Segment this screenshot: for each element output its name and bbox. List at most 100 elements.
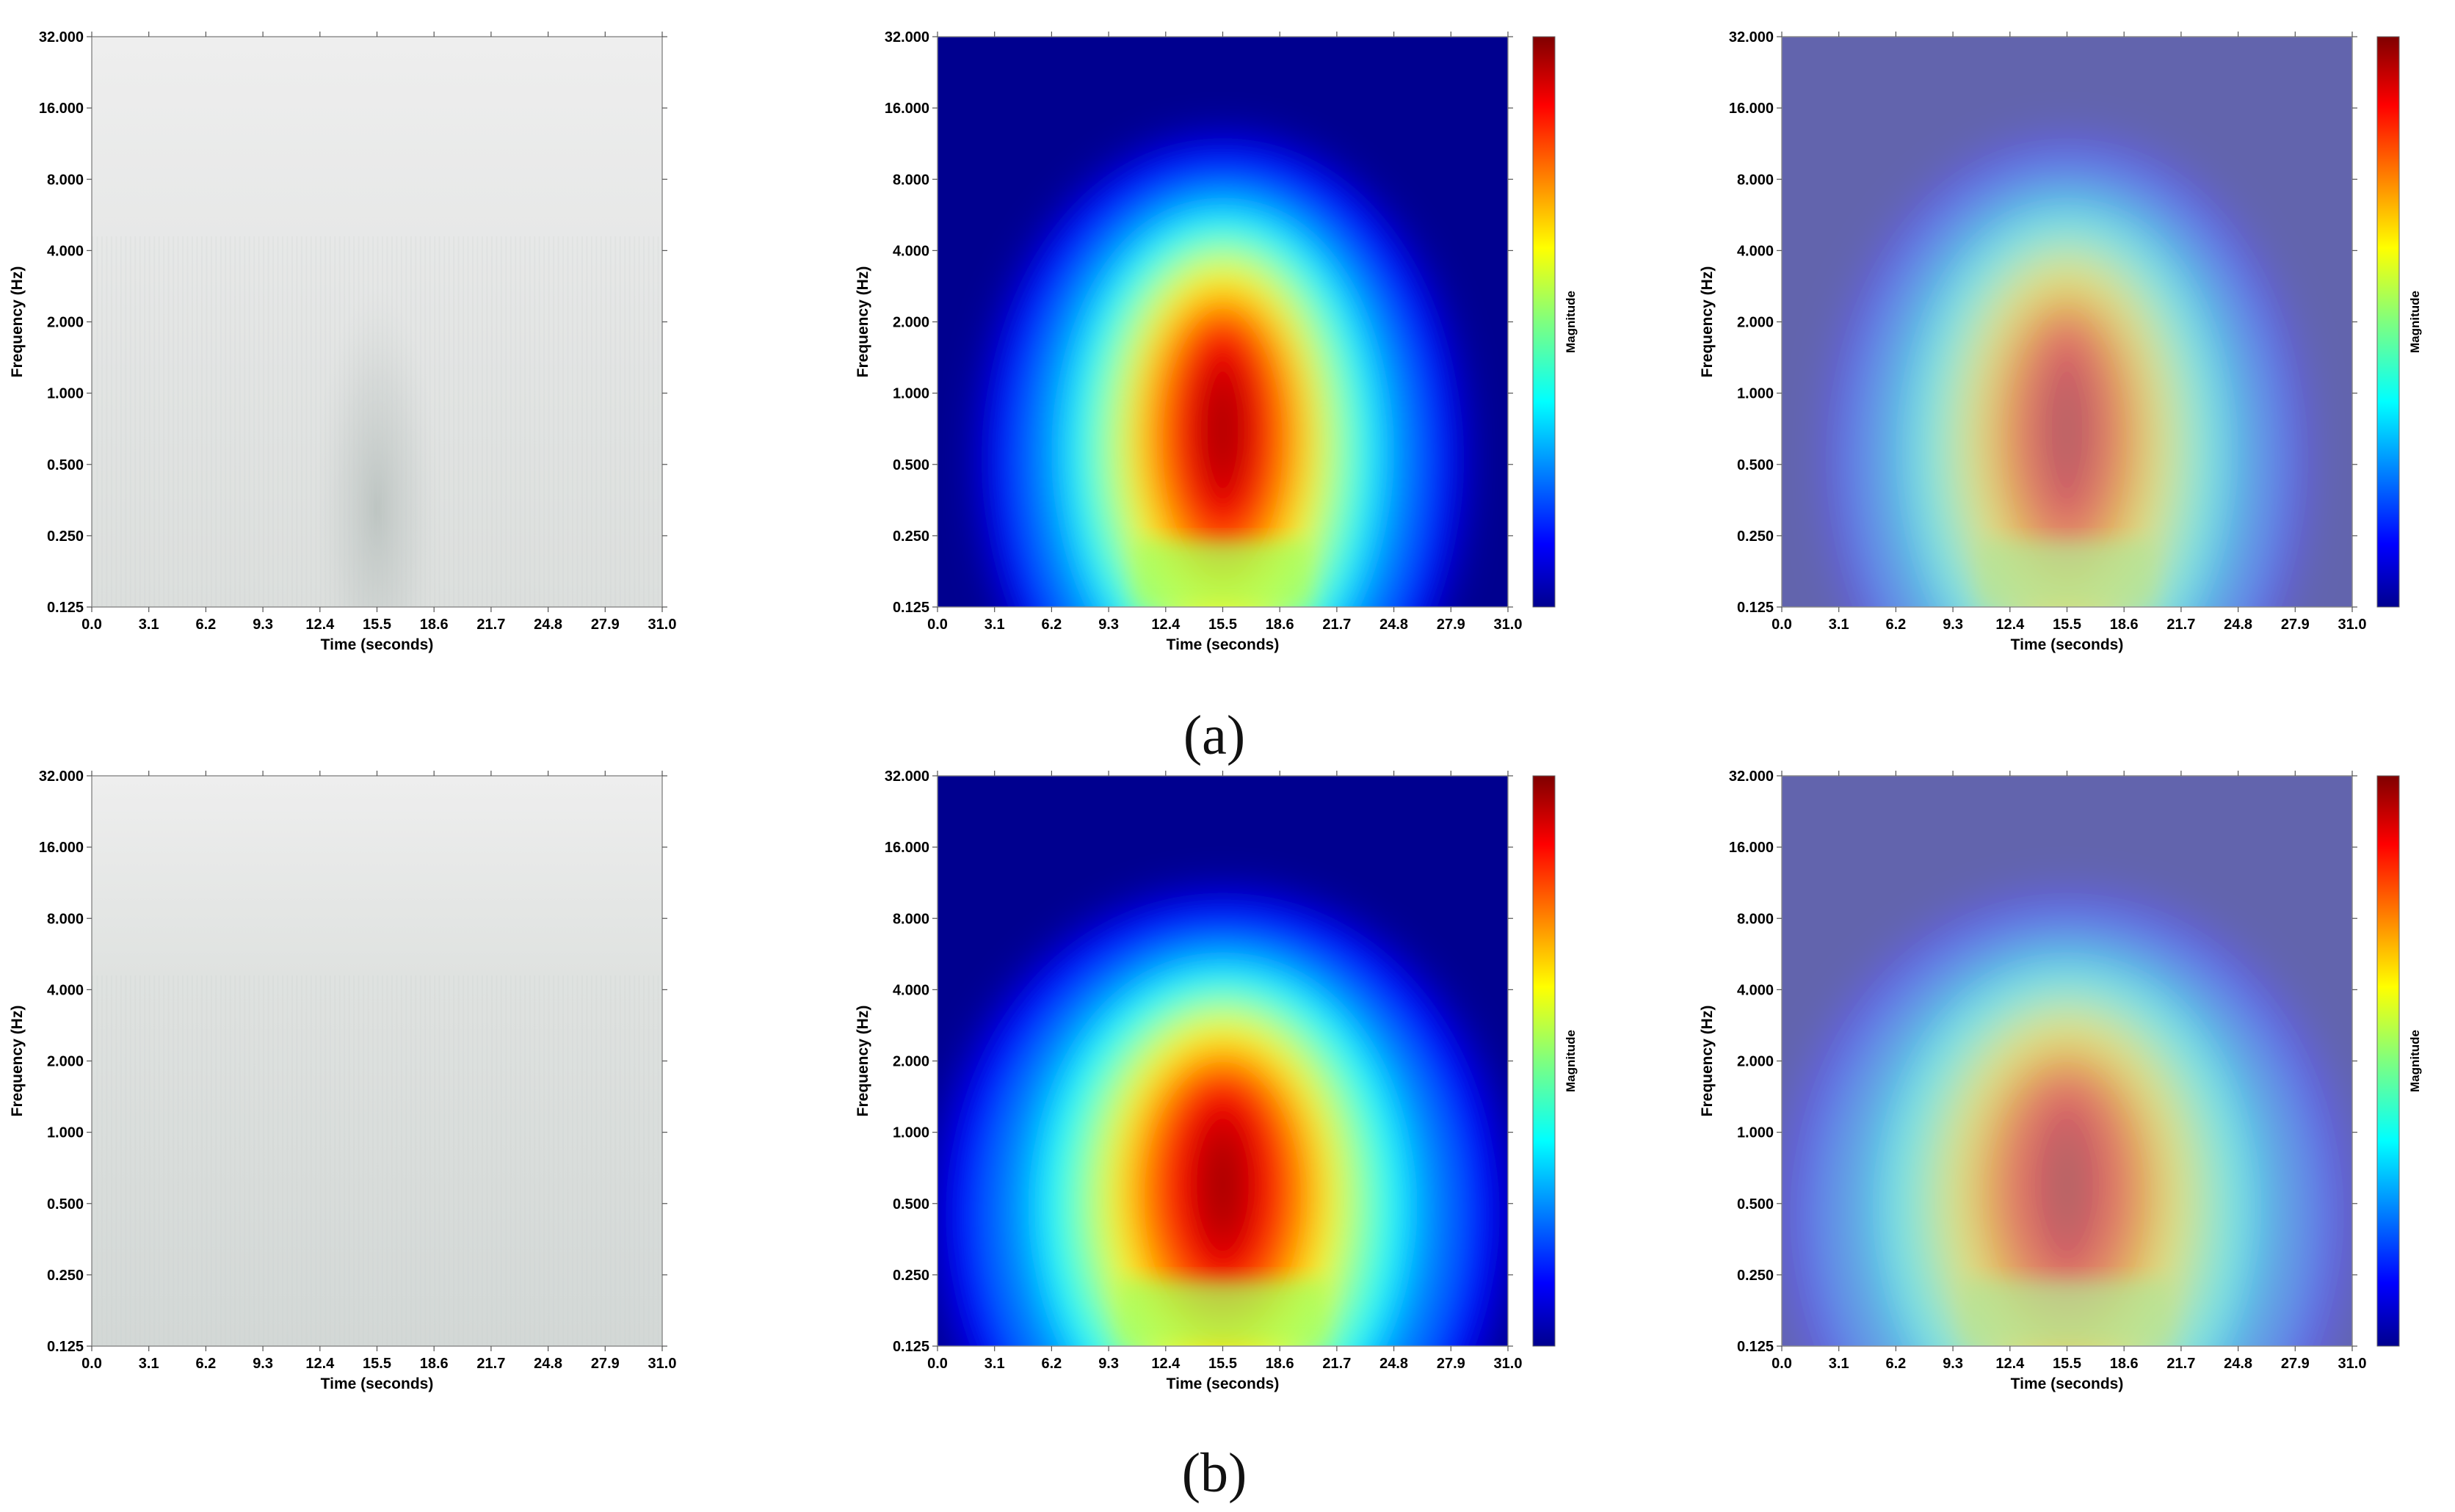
y-tick-label: 0.500 (893, 457, 929, 473)
y-tick-label: 0.125 (47, 600, 84, 616)
x-axis-label: Time (seconds) (1167, 636, 1280, 653)
y-tick-label: 0.250 (47, 528, 84, 545)
x-axis-label: Time (seconds) (321, 636, 434, 653)
x-tick-label: 24.8 (1379, 1356, 1408, 1372)
y-tick-label: 0.125 (1737, 600, 1774, 616)
heatmap-image (1782, 37, 2352, 607)
x-tick-label: 24.8 (2224, 617, 2252, 633)
y-tick-label: 0.250 (893, 1268, 929, 1284)
x-tick-label: 9.3 (1943, 617, 1963, 633)
x-tick-label: 31.0 (648, 617, 677, 633)
x-tick-label: 27.9 (2281, 617, 2310, 633)
x-tick-label: 3.1 (1829, 617, 1849, 633)
y-tick-label: 1.000 (893, 386, 929, 402)
x-tick-label: 12.4 (1151, 1356, 1181, 1372)
x-tick-label: 31.0 (2338, 617, 2367, 633)
colorbar (2376, 775, 2400, 1347)
x-tick-label: 24.8 (2224, 1356, 2252, 1372)
x-tick-label: 9.3 (1943, 1356, 1963, 1372)
x-tick-label: 0.0 (81, 617, 102, 633)
heatmap-image (1782, 776, 2352, 1346)
colorbar (1532, 775, 1556, 1347)
colorbar-label: Magnitude (2408, 1030, 2422, 1092)
x-tick-label: 21.7 (1322, 617, 1351, 633)
x-tick-label: 18.6 (1266, 1356, 1294, 1372)
y-axis-label: Frequency (Hz) (9, 266, 26, 378)
x-tick-label: 0.0 (1772, 1356, 1792, 1372)
y-tick-label: 8.000 (1737, 911, 1774, 927)
chart-panel-a-1: 0.0 3.1 6.2 9.3 12.4 15.5 18.6 21.7 24.8 27.9 31.0… (9, 29, 677, 653)
x-tick-label: 12.4 (305, 1356, 335, 1372)
y-tick-label: 8.000 (893, 911, 929, 927)
x-tick-label: 6.2 (195, 1356, 216, 1372)
y-tick-label: 0.125 (893, 1339, 929, 1355)
x-tick-label: 3.1 (984, 617, 1005, 633)
x-tick-label: 9.3 (253, 617, 273, 633)
y-tick-label: 4.000 (47, 243, 84, 259)
x-tick-label: 6.2 (1885, 617, 1906, 633)
x-tick-label: 31.0 (648, 1356, 677, 1372)
y-tick-label: 1.000 (1737, 1125, 1774, 1141)
y-tick-label: 2.000 (47, 315, 84, 331)
x-tick-label: 0.0 (81, 1356, 102, 1372)
y-tick-label: 32.000 (1729, 29, 1774, 46)
x-tick-label: 31.0 (1494, 617, 1523, 633)
heatmap-image (938, 37, 1508, 607)
y-tick-label: 32.000 (39, 768, 84, 785)
heatmap-image (938, 776, 1508, 1346)
y-tick-label: 16.000 (1729, 101, 1774, 117)
x-tick-label: 24.8 (534, 1356, 562, 1372)
y-tick-label: 4.000 (1737, 982, 1774, 998)
x-tick-label: 6.2 (195, 617, 216, 633)
heat-column (1134, 541, 1311, 607)
y-tick-label: 0.500 (893, 1196, 929, 1213)
panel-label-a: (a) (1183, 705, 1245, 766)
y-tick-label: 2.000 (1737, 1054, 1774, 1070)
chart-panel-b-3: 0.0 3.1 6.2 9.3 12.4 15.5 18.6 21.7 24.8 27.9 31.0… (1699, 768, 2422, 1392)
x-tick-label: 27.9 (1437, 1356, 1465, 1372)
y-tick-label: 1.000 (47, 386, 84, 402)
y-axis-label: Frequency (Hz) (855, 1006, 871, 1117)
x-tick-label: 27.9 (591, 617, 620, 633)
y-axis-label: Frequency (Hz) (1699, 1006, 1716, 1117)
x-tick-label: 0.0 (927, 617, 948, 633)
x-tick-label: 6.2 (1885, 1356, 1906, 1372)
y-tick-label: 0.125 (893, 600, 929, 616)
y-tick-label: 0.500 (47, 1196, 84, 1213)
x-tick-label: 3.1 (1829, 1356, 1849, 1372)
x-tick-label: 18.6 (420, 617, 449, 633)
x-tick-label: 0.0 (927, 1356, 948, 1372)
y-tick-label: 16.000 (39, 101, 84, 117)
y-tick-label: 2.000 (47, 1054, 84, 1070)
x-tick-label: 12.4 (1995, 1356, 2025, 1372)
chart-panel-a-2: 0.0 3.1 6.2 9.3 12.4 15.5 18.6 21.7 24.8 27.9 31.0… (855, 29, 1578, 653)
x-tick-label: 27.9 (591, 1356, 620, 1372)
x-tick-label: 15.5 (1208, 617, 1237, 633)
heat-core (980, 136, 1465, 607)
y-axis-label: Frequency (Hz) (855, 266, 871, 378)
colorbar-label: Magnitude (1564, 1030, 1578, 1092)
colorbar (2376, 36, 2400, 608)
scalogram-overlay (1782, 776, 2352, 1346)
x-axis-label: Time (seconds) (1167, 1375, 1280, 1392)
y-tick-label: 2.000 (1737, 315, 1774, 331)
y-tick-label: 4.000 (893, 982, 929, 998)
x-tick-label: 15.5 (2053, 1356, 2081, 1372)
x-tick-label: 9.3 (1098, 617, 1119, 633)
heat-column (1118, 1280, 1327, 1346)
y-tick-label: 0.500 (47, 457, 84, 473)
x-tick-label: 21.7 (1322, 1356, 1351, 1372)
x-tick-label: 6.2 (1041, 617, 1062, 633)
colorbar-label: Magnitude (1564, 291, 1578, 353)
x-tick-label: 31.0 (1494, 1356, 1523, 1372)
x-tick-label: 27.9 (2281, 1356, 2310, 1372)
x-tick-label: 15.5 (363, 617, 391, 633)
y-tick-label: 16.000 (1729, 840, 1774, 856)
y-tick-label: 8.000 (47, 172, 84, 188)
y-tick-label: 4.000 (1737, 243, 1774, 259)
x-tick-label: 24.8 (1379, 617, 1408, 633)
y-axis-label: Frequency (Hz) (9, 1006, 26, 1117)
chart-panel-b-1: 0.0 3.1 6.2 9.3 12.4 15.5 18.6 21.7 24.8 27.9 31.0… (9, 768, 676, 1392)
y-tick-label: 4.000 (47, 982, 84, 998)
